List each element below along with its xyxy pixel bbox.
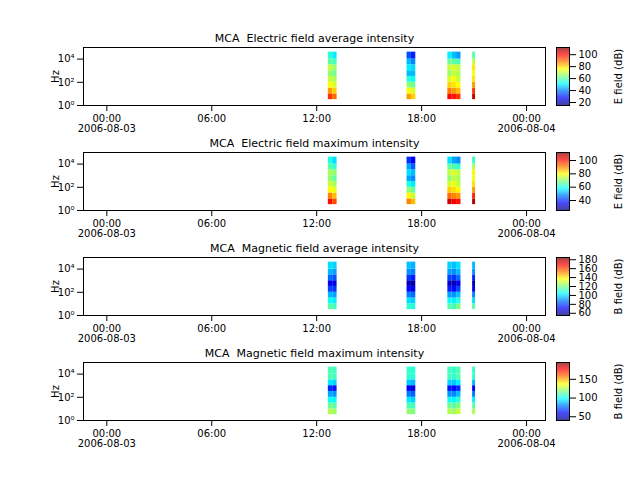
svg-text:12:00: 12:00	[302, 428, 331, 439]
svg-text:Hz: Hz	[50, 70, 61, 83]
svg-text:E field (dB): E field (dB)	[613, 154, 624, 209]
svg-text:00:002006-08-04: 00:002006-08-04	[497, 428, 555, 449]
svg-text:160: 160	[578, 262, 598, 274]
svg-text:MCA Electric field average in: MCA Electric field average intensity	[215, 32, 415, 45]
svg-text:140: 140	[578, 271, 598, 283]
svg-text:180: 180	[579, 254, 598, 265]
svg-text:10²: 10²	[57, 181, 75, 193]
svg-text:00:002006-08-03: 00:002006-08-03	[78, 428, 136, 449]
svg-text:10⁴: 10⁴	[58, 263, 75, 274]
svg-text:00:002006-08-04: 00:002006-08-04	[497, 218, 555, 239]
svg-text:00:002006-08-03: 00:002006-08-03	[78, 113, 136, 134]
svg-text:10²: 10²	[57, 391, 75, 403]
svg-text:10⁰: 10⁰	[58, 205, 75, 216]
svg-text:50: 50	[579, 411, 592, 422]
svg-text:MCA Magnetic field maximum in: MCA Magnetic field maximum intensity	[205, 347, 425, 360]
svg-text:100: 100	[579, 49, 598, 60]
svg-text:80: 80	[578, 298, 592, 310]
svg-text:MCA Electric field maximum in: MCA Electric field maximum intensity	[210, 137, 420, 150]
svg-text:40: 40	[579, 85, 592, 96]
svg-text:18:00: 18:00	[407, 218, 436, 229]
svg-text:60: 60	[579, 181, 592, 192]
svg-text:10⁰: 10⁰	[58, 415, 75, 426]
svg-text:18:00: 18:00	[407, 428, 436, 439]
svg-text:10⁰: 10⁰	[58, 100, 75, 111]
svg-text:00:002006-08-03: 00:002006-08-03	[78, 218, 136, 239]
svg-text:100: 100	[578, 289, 598, 301]
svg-text:06:00: 06:00	[197, 218, 226, 229]
svg-text:06:00: 06:00	[197, 428, 226, 439]
svg-text:06:00: 06:00	[197, 113, 226, 124]
svg-text:Hz: Hz	[50, 385, 61, 398]
svg-text:12:00: 12:00	[302, 113, 331, 124]
svg-text:Hz: Hz	[50, 280, 61, 293]
svg-text:40: 40	[579, 195, 592, 206]
svg-text:18:00: 18:00	[407, 323, 436, 334]
svg-text:10²: 10²	[57, 76, 75, 88]
svg-text:20: 20	[579, 97, 592, 108]
svg-text:10⁰: 10⁰	[58, 310, 75, 321]
svg-text:12:00: 12:00	[302, 323, 331, 334]
svg-text:Hz: Hz	[50, 175, 61, 188]
svg-text:80: 80	[579, 61, 592, 72]
svg-text:B field (dB): B field (dB)	[613, 364, 624, 420]
svg-text:10⁴: 10⁴	[58, 158, 75, 169]
svg-text:06:00: 06:00	[197, 323, 226, 334]
svg-text:80: 80	[579, 168, 592, 179]
svg-text:60: 60	[579, 73, 592, 84]
svg-text:18:00: 18:00	[407, 113, 436, 124]
svg-text:60: 60	[578, 307, 592, 319]
svg-text:E field (dB): E field (dB)	[613, 49, 624, 104]
svg-text:00:002006-08-03: 00:002006-08-03	[78, 323, 136, 344]
svg-text:10²: 10²	[57, 286, 75, 298]
svg-text:MCA Magnetic field average in: MCA Magnetic field average intensity	[210, 242, 419, 255]
svg-text:10⁴: 10⁴	[58, 53, 75, 64]
svg-text:00:002006-08-04: 00:002006-08-04	[497, 113, 555, 134]
svg-text:10⁴: 10⁴	[58, 368, 75, 379]
svg-text:150: 150	[579, 374, 598, 385]
svg-text:12:00: 12:00	[302, 218, 331, 229]
svg-text:00:002006-08-04: 00:002006-08-04	[497, 323, 555, 344]
svg-text:120: 120	[578, 280, 598, 292]
svg-text:100: 100	[579, 392, 598, 403]
svg-text:100: 100	[579, 155, 598, 166]
svg-text:B field (dB): B field (dB)	[613, 259, 624, 315]
